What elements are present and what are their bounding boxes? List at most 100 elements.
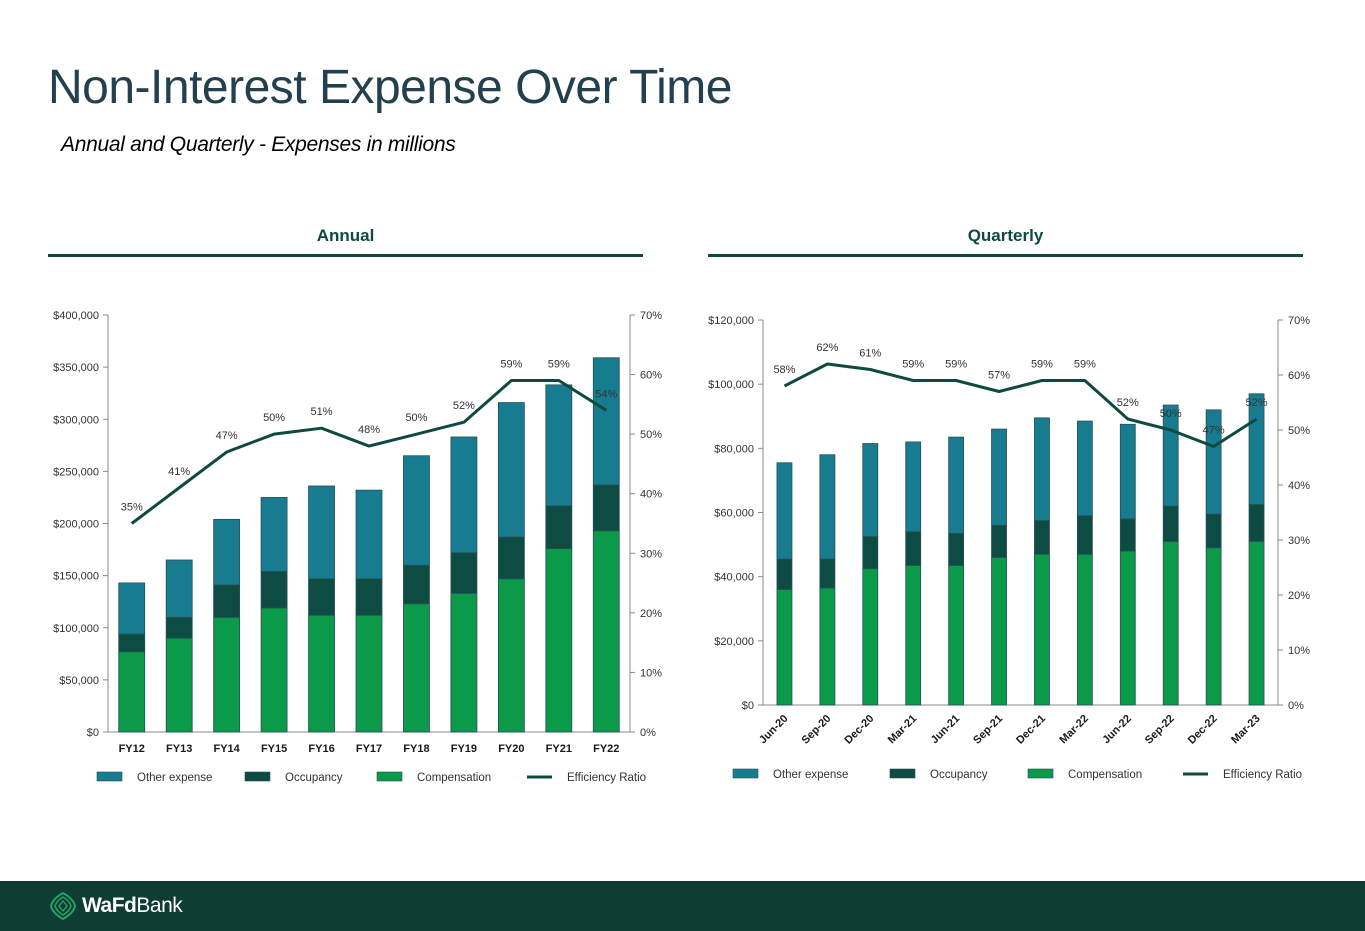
quarterly-expense-chart: $0 $20,000 $40,000 $60,000 $80,000 $100,000 $1… xyxy=(708,315,1310,781)
efficiency-ratio-label: 50% xyxy=(263,412,285,424)
bar-compensation xyxy=(497,578,525,733)
x-tick-label: FY13 xyxy=(166,743,192,755)
bar-occupancy xyxy=(260,571,288,609)
y-right-tick-label: 20% xyxy=(640,608,662,620)
annual-section-title: Annual xyxy=(316,226,375,245)
x-tick-label: Jun-22 xyxy=(1100,713,1134,747)
bar-other-expense xyxy=(1034,417,1050,521)
efficiency-ratio-label: 54% xyxy=(595,388,617,400)
legend-swatch-other-expense xyxy=(96,771,123,782)
page-subtitle: Annual and Quarterly - Expenses in milli… xyxy=(61,133,456,156)
x-tick-label: FY22 xyxy=(593,743,619,755)
x-tick-label: FY19 xyxy=(451,743,477,755)
bar-compensation xyxy=(260,607,288,733)
efficiency-ratio-label: 52% xyxy=(1117,397,1139,409)
y-right-tick-label: 60% xyxy=(1288,370,1310,382)
y-right-tick-label: 30% xyxy=(640,548,662,560)
bar-occupancy xyxy=(403,564,430,605)
efficiency-ratio-label: 50% xyxy=(405,412,427,424)
legend-label: Compensation xyxy=(417,772,491,784)
efficiency-ratio-label: 57% xyxy=(988,370,1010,382)
efficiency-ratio-label: 61% xyxy=(859,348,881,360)
efficiency-ratio-label: 62% xyxy=(816,342,838,354)
annual-expense-chart: $0 $50,000 $100,000 $150,000 $200,000 $250,00… xyxy=(53,310,662,784)
bar-compensation xyxy=(948,565,965,706)
bar-other-expense xyxy=(1248,393,1265,505)
bar-occupancy xyxy=(545,505,573,549)
x-tick-label: FY12 xyxy=(119,743,145,755)
bar-compensation xyxy=(776,589,793,706)
y-left-tick-label: $250,000 xyxy=(53,466,99,478)
y-left-tick-label: $300,000 xyxy=(53,414,99,426)
bar-compensation xyxy=(1248,540,1265,706)
y-right-tick-label: 50% xyxy=(640,429,662,441)
y-left-tick-label: $200,000 xyxy=(53,519,99,531)
efficiency-ratio-label: 35% xyxy=(121,502,143,514)
y-right-tick-label: 30% xyxy=(1288,535,1310,547)
legend-label: Other expense xyxy=(137,772,212,784)
y-right-tick-label: 20% xyxy=(1288,590,1310,602)
bar-other-expense xyxy=(118,582,146,635)
bar-occupancy xyxy=(1248,504,1265,542)
bar-occupancy xyxy=(450,552,478,594)
efficiency-ratio-label: 59% xyxy=(1074,359,1096,371)
bar-compensation xyxy=(991,557,1007,706)
bar-other-expense xyxy=(545,384,573,507)
y-left-tick-label: $20,000 xyxy=(714,636,754,648)
bar-compensation xyxy=(819,587,836,706)
x-tick-label: FY14 xyxy=(213,743,240,755)
bar-other-expense xyxy=(165,559,193,618)
y-left-tick-label: $400,000 xyxy=(53,310,99,322)
legend-label: Compensation xyxy=(1068,769,1142,781)
legend-label: Other expense xyxy=(773,769,848,781)
bar-other-expense xyxy=(403,455,430,566)
y-left-tick-label: $50,000 xyxy=(59,675,99,687)
bar-compensation xyxy=(403,603,430,733)
bar-other-expense xyxy=(497,402,525,538)
bar-other-expense xyxy=(1162,404,1179,507)
bar-other-expense xyxy=(260,497,288,572)
y-right-tick-label: 70% xyxy=(640,310,662,322)
y-left-tick-label: $120,000 xyxy=(708,315,754,327)
legend-label: Efficiency Ratio xyxy=(567,772,646,784)
efficiency-ratio-label: 52% xyxy=(453,400,475,412)
annual-section-rule xyxy=(48,254,643,257)
legend-swatch-compensation xyxy=(376,771,403,782)
page-title: Non-Interest Expense Over Time xyxy=(48,61,732,114)
x-tick-label: FY20 xyxy=(498,743,524,755)
y-right-tick-label: 10% xyxy=(640,667,662,679)
efficiency-ratio-line xyxy=(130,379,608,525)
x-tick-label: Sep-21 xyxy=(971,713,1005,747)
legend-swatch-occupancy xyxy=(244,771,271,782)
bar-occupancy xyxy=(1076,515,1093,555)
y-left-tick-label: $0 xyxy=(742,700,754,712)
x-tick-label: FY18 xyxy=(403,743,429,755)
x-tick-label: Dec-22 xyxy=(1186,713,1220,747)
y-right-tick-label: 0% xyxy=(640,727,656,739)
bar-occupancy xyxy=(1034,520,1050,555)
bar-other-expense xyxy=(1205,409,1222,515)
x-tick-label: FY21 xyxy=(546,743,572,755)
x-tick-label: Dec-20 xyxy=(842,713,876,747)
bar-other-expense xyxy=(1076,420,1093,517)
y-right-tick-label: 70% xyxy=(1288,315,1310,327)
bar-compensation xyxy=(1076,553,1093,706)
quarterly-section-rule xyxy=(708,254,1303,257)
efficiency-ratio-label: 47% xyxy=(1203,425,1225,437)
bar-other-expense xyxy=(213,518,241,586)
y-left-tick-label: $40,000 xyxy=(714,572,754,584)
bar-compensation xyxy=(1119,550,1136,706)
legend-swatch-occupancy xyxy=(889,768,916,779)
bar-occupancy xyxy=(991,524,1007,558)
y-right-tick-label: 0% xyxy=(1288,700,1304,712)
bar-occupancy xyxy=(776,558,793,590)
y-left-tick-label: $0 xyxy=(87,727,99,739)
bar-compensation xyxy=(545,548,573,733)
y-left-tick-label: $150,000 xyxy=(53,571,99,583)
x-tick-label: Mar-22 xyxy=(1057,713,1091,747)
x-tick-label: FY15 xyxy=(261,743,287,755)
efficiency-ratio-label: 59% xyxy=(1031,359,1053,371)
bar-compensation xyxy=(1205,547,1222,706)
bar-other-expense xyxy=(355,489,383,580)
bar-other-expense xyxy=(905,441,922,533)
